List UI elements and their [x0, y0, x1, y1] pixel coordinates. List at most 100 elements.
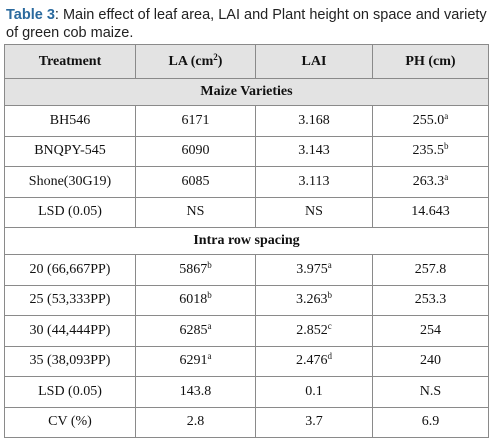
cell-la: 6285a: [135, 315, 256, 347]
caption-text: : Main effect of leaf area, LAI and Plan…: [6, 7, 487, 41]
cell-treatment-value: 25 (53,333PP): [29, 292, 111, 308]
cell-treatment: 30 (44,444PP): [4, 315, 136, 347]
cell-la-superscript: b: [207, 259, 212, 270]
cell-ph-value: 253.3: [414, 292, 447, 308]
table-row: 25 (53,333PP) 6018b 3.263b 253.3: [4, 284, 489, 316]
header-la-superscript: 2: [213, 51, 218, 62]
cell-treatment-value: LSD (0.05): [38, 204, 102, 220]
table-row: CV (%) 2.8 3.7 6.9: [4, 406, 489, 438]
cell-treatment: 20 (66,667PP): [4, 254, 136, 286]
cell-la: 6291a: [135, 345, 256, 377]
cell-lai-superscript: c: [327, 320, 332, 331]
cell-ph-value: 6.9: [421, 414, 440, 430]
cell-ph-value: 254: [420, 322, 441, 338]
cell-ph-superscript: a: [444, 110, 449, 121]
cell-ph: N.S: [372, 376, 489, 408]
header-row: Treatment LA (cm2) LAI PH (cm): [4, 44, 489, 79]
cell-ph-value: 235.5: [412, 143, 445, 159]
cell-treatment: 35 (38,093PP): [4, 345, 136, 377]
caption-label: Table 3: [6, 7, 55, 23]
cell-treatment-value: CV (%): [48, 414, 92, 430]
cell-lai-value: 3.7: [305, 414, 323, 430]
cell-lai-value: 2.476: [296, 353, 328, 369]
cell-lai: 2.852c: [255, 315, 373, 347]
table-row: 20 (66,667PP) 5867b 3.975a 257.8: [4, 254, 489, 286]
header-la-text: LA (cm: [168, 53, 214, 69]
cell-ph-value: 255.0: [412, 112, 445, 128]
cell-treatment: LSD (0.05): [4, 196, 136, 228]
cell-treatment-value: LSD (0.05): [38, 383, 102, 399]
table-row: BNQPY-545 6090 3.143 235.5b: [4, 135, 489, 167]
table-row: Shone(30G19) 6085 3.113 263.3a: [4, 166, 489, 198]
section-row-spacing: Intra row spacing: [4, 227, 489, 255]
cell-la-superscript: b: [207, 290, 212, 301]
cell-lai: 3.7: [255, 406, 373, 438]
cell-lai-value: 3.168: [298, 112, 330, 128]
cell-la-value: 2.8: [186, 414, 205, 430]
table-row: 30 (44,444PP) 6285a 2.852c 254: [4, 315, 489, 347]
cell-treatment-value: 35 (38,093PP): [29, 353, 111, 369]
cell-ph-value: 257.8: [414, 261, 447, 277]
cell-lai: 3.113: [255, 166, 373, 198]
cell-lai: 3.168: [255, 105, 373, 137]
cell-la: 143.8: [135, 376, 256, 408]
cell-lai-value: 3.263: [296, 292, 328, 308]
section-row-varieties: Maize Varieties: [4, 78, 489, 106]
cell-treatment: 25 (53,333PP): [4, 284, 136, 316]
cell-ph: 235.5b: [372, 135, 489, 167]
cell-lai-value: 0.1: [305, 383, 323, 399]
cell-lai-superscript: b: [327, 290, 333, 301]
cell-ph: 255.0a: [372, 105, 489, 137]
cell-lai-superscript: a: [327, 259, 332, 270]
cell-la: 2.8: [135, 406, 256, 438]
cell-treatment: Shone(30G19): [4, 166, 136, 198]
cell-ph: 253.3: [372, 284, 489, 316]
section-label-varieties: Maize Varieties: [4, 78, 489, 106]
cell-treatment: BNQPY-545: [4, 135, 136, 167]
cell-la-value: 5867: [179, 261, 208, 277]
table-row: BH546 6171 3.168 255.0a: [4, 105, 489, 137]
header-ph: PH (cm): [372, 44, 489, 79]
cell-la: 6085: [135, 166, 256, 198]
cell-treatment-value: 30 (44,444PP): [29, 322, 111, 338]
cell-lai: 2.476d: [255, 345, 373, 377]
cell-lai: 3.975a: [255, 254, 373, 286]
table-row: LSD (0.05) NS NS 14.643: [4, 196, 489, 228]
cell-lai-value: 2.852: [296, 322, 328, 338]
cell-la-value: 6085: [181, 173, 210, 189]
cell-la-value: NS: [186, 204, 205, 220]
table-row: 35 (38,093PP) 6291a 2.476d 240: [4, 345, 489, 377]
header-la-close: ): [217, 53, 223, 69]
cell-lai-value: 3.113: [298, 173, 330, 189]
table-row: LSD (0.05) 143.8 0.1 N.S: [4, 376, 489, 408]
cell-lai-value: NS: [305, 204, 323, 220]
cell-lai-value: 3.143: [298, 143, 330, 159]
cell-ph: 6.9: [372, 406, 489, 438]
cell-la-value: 6171: [181, 112, 210, 128]
cell-treatment: BH546: [4, 105, 136, 137]
cell-lai-value: 3.975: [296, 261, 328, 277]
cell-la-value: 6291: [179, 353, 208, 369]
cell-treatment: LSD (0.05): [4, 376, 136, 408]
cell-la: 6171: [135, 105, 256, 137]
cell-lai: 3.263b: [255, 284, 373, 316]
cell-lai: 0.1: [255, 376, 373, 408]
cell-ph-superscript: b: [444, 141, 449, 152]
cell-la-value: 143.8: [179, 383, 212, 399]
cell-ph: 257.8: [372, 254, 489, 286]
cell-la: NS: [135, 196, 256, 228]
cell-ph-value: 263.3: [412, 173, 445, 189]
cell-la-superscript: a: [207, 351, 212, 362]
cell-la: 6090: [135, 135, 256, 167]
header-lai: LAI: [255, 44, 373, 79]
cell-la-value: 6090: [181, 143, 210, 159]
cell-treatment-value: Shone(30G19): [28, 173, 112, 189]
table-caption: Table 3: Main effect of leaf area, LAI a…: [6, 6, 490, 42]
results-table: Treatment LA (cm2) LAI PH (cm) Maize Var…: [4, 44, 489, 438]
cell-ph-value: 240: [420, 353, 441, 369]
cell-treatment-value: BH546: [49, 112, 91, 128]
cell-ph: 263.3a: [372, 166, 489, 198]
header-la: LA (cm2): [135, 44, 256, 79]
cell-treatment-value: 20 (66,667PP): [29, 261, 111, 277]
cell-la-value: 6285: [179, 322, 208, 338]
